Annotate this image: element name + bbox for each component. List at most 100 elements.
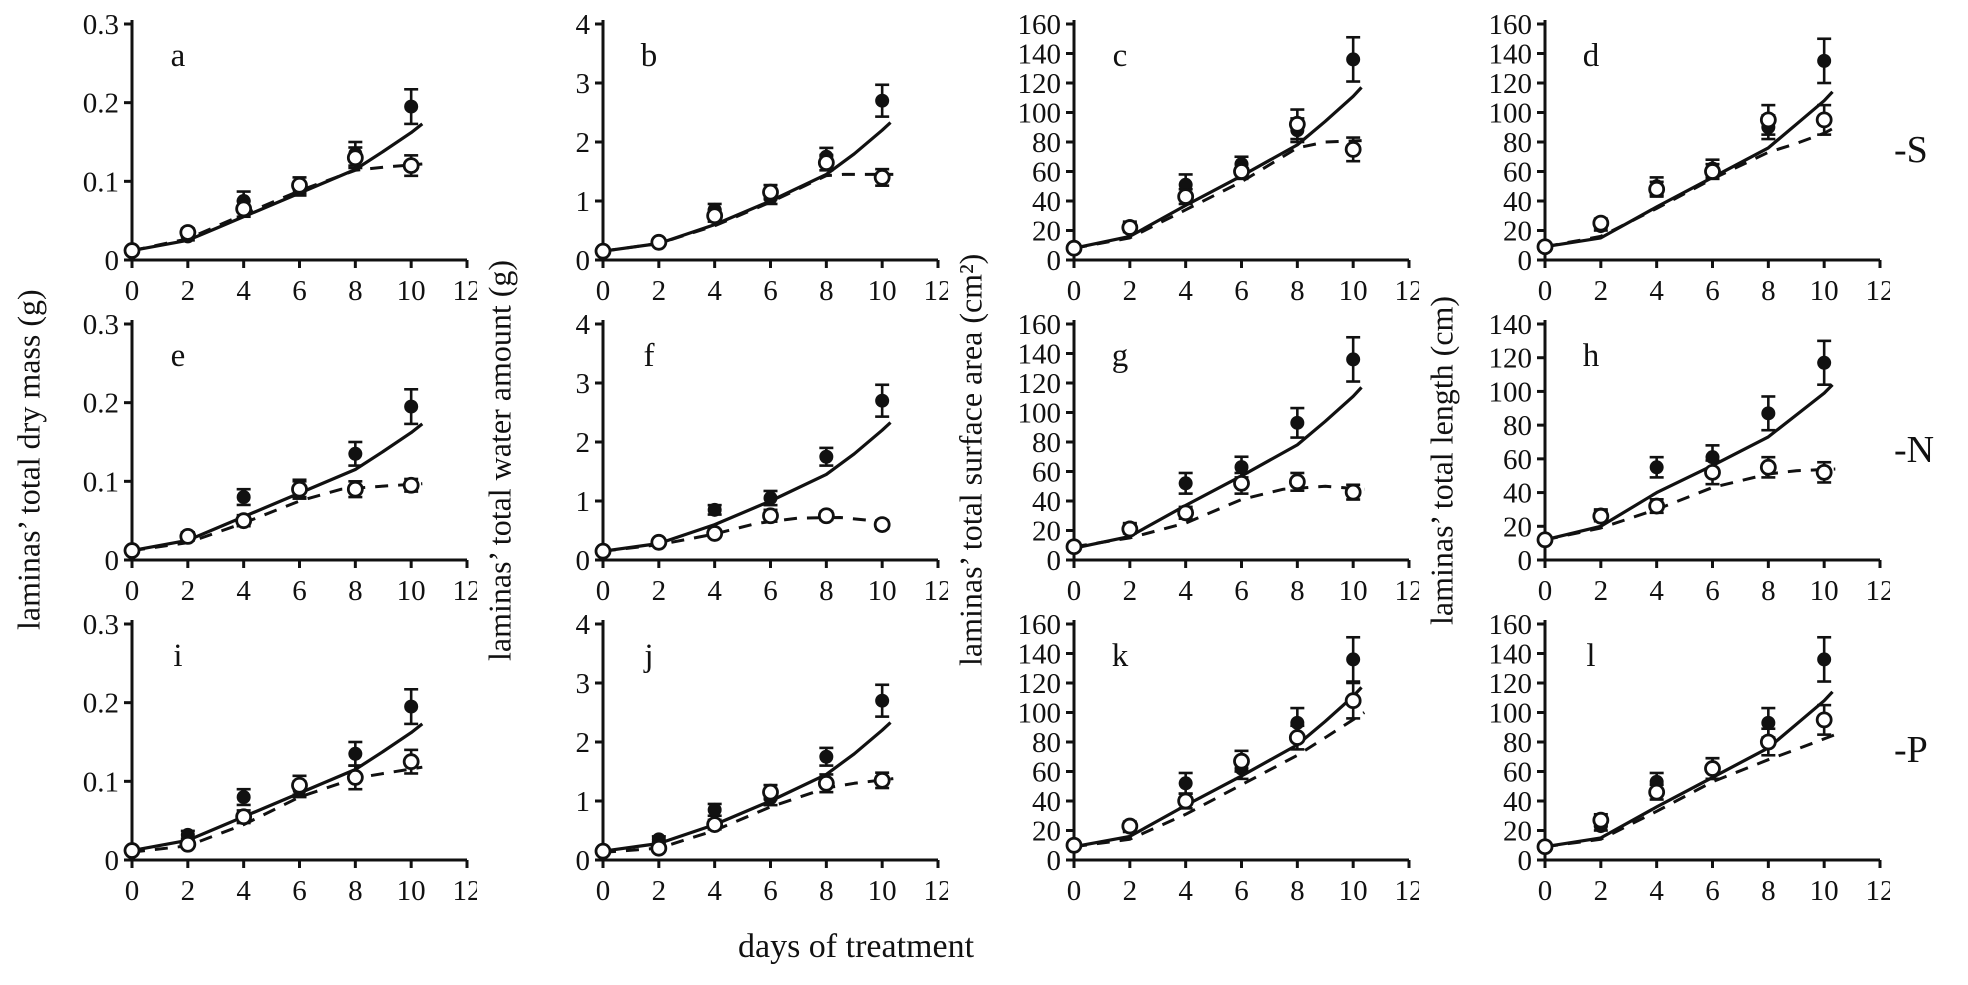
svg-text:60: 60 xyxy=(1032,757,1061,789)
svg-text:12: 12 xyxy=(1395,575,1420,607)
svg-text:0.3: 0.3 xyxy=(83,10,119,41)
svg-text:40: 40 xyxy=(1503,786,1532,818)
svg-text:0: 0 xyxy=(125,875,140,907)
panel-letter: l xyxy=(1586,638,1595,674)
svg-text:10: 10 xyxy=(868,275,897,307)
svg-text:4: 4 xyxy=(707,575,722,607)
svg-text:60: 60 xyxy=(1032,157,1061,189)
svg-text:4: 4 xyxy=(576,610,591,641)
svg-text:60: 60 xyxy=(1503,757,1532,789)
svg-text:6: 6 xyxy=(1705,575,1720,607)
svg-text:12: 12 xyxy=(1866,275,1891,307)
svg-text:40: 40 xyxy=(1032,186,1061,218)
svg-text:140: 140 xyxy=(1489,639,1533,671)
panel-letter: h xyxy=(1583,338,1600,374)
panel-letter: g xyxy=(1112,338,1129,374)
row-labels: -S -N -P xyxy=(1894,10,1964,910)
svg-text:4: 4 xyxy=(1649,275,1664,307)
svg-text:2: 2 xyxy=(652,875,667,907)
svg-text:0: 0 xyxy=(596,875,611,907)
svg-text:1: 1 xyxy=(576,186,591,218)
svg-text:4: 4 xyxy=(236,575,251,607)
svg-text:80: 80 xyxy=(1503,127,1532,159)
svg-text:8: 8 xyxy=(1290,275,1305,307)
svg-text:8: 8 xyxy=(819,275,834,307)
svg-text:0: 0 xyxy=(1518,545,1533,577)
svg-text:0: 0 xyxy=(576,545,591,577)
svg-text:12: 12 xyxy=(453,275,478,307)
svg-text:12: 12 xyxy=(453,575,478,607)
panel-letter: c xyxy=(1113,38,1128,74)
svg-text:0: 0 xyxy=(1047,545,1062,577)
svg-text:4: 4 xyxy=(1649,575,1664,607)
svg-text:0: 0 xyxy=(1538,875,1553,907)
svg-text:0.1: 0.1 xyxy=(83,766,119,798)
svg-text:2: 2 xyxy=(576,127,591,159)
svg-text:80: 80 xyxy=(1032,127,1061,159)
column-dry-mass: laminas’ total dry mass (g) 0 2 4 6 8 10 12 0 0.… xyxy=(6,10,478,910)
panel-letter: i xyxy=(173,638,182,674)
row-label-minus-S: -S xyxy=(1894,129,1928,171)
svg-text:0.2: 0.2 xyxy=(83,88,119,120)
svg-text:12: 12 xyxy=(924,875,949,907)
svg-text:0: 0 xyxy=(125,275,140,307)
svg-text:120: 120 xyxy=(1018,368,1062,400)
svg-text:40: 40 xyxy=(1032,486,1061,518)
column-total-length: laminas’ total length (cm) 0 2 4 6 8 10 12 0 20 4… xyxy=(1419,10,1891,910)
svg-text:2: 2 xyxy=(576,727,591,759)
svg-text:6: 6 xyxy=(763,575,778,607)
svg-text:2: 2 xyxy=(1123,875,1138,907)
svg-text:0: 0 xyxy=(105,245,120,277)
svg-text:60: 60 xyxy=(1503,157,1532,189)
svg-text:0.3: 0.3 xyxy=(83,310,119,341)
panel-a: 0 2 4 6 8 10 12 0 0.1 0.2 0.3 a xyxy=(83,10,478,307)
svg-text:4: 4 xyxy=(707,275,722,307)
row-label-minus-N: -N xyxy=(1894,429,1935,471)
panel-e: 0 2 4 6 8 10 12 0 0.1 0.2 0.3 e xyxy=(83,310,478,607)
svg-text:2: 2 xyxy=(1594,875,1609,907)
svg-text:0: 0 xyxy=(1538,275,1553,307)
svg-text:120: 120 xyxy=(1018,668,1062,700)
svg-text:8: 8 xyxy=(348,575,363,607)
svg-text:2: 2 xyxy=(181,575,196,607)
svg-text:8: 8 xyxy=(1761,575,1776,607)
svg-text:2: 2 xyxy=(181,875,196,907)
svg-text:160: 160 xyxy=(1018,10,1062,41)
svg-text:100: 100 xyxy=(1489,698,1533,730)
svg-text:140: 140 xyxy=(1018,639,1062,671)
svg-text:10: 10 xyxy=(1810,875,1839,907)
svg-text:80: 80 xyxy=(1503,410,1532,442)
x-axis-label: days of treatment xyxy=(737,928,975,965)
svg-text:12: 12 xyxy=(1395,275,1420,307)
panel-letter: d xyxy=(1583,38,1600,74)
svg-text:2: 2 xyxy=(1594,575,1609,607)
svg-text:2: 2 xyxy=(1594,275,1609,307)
svg-text:100: 100 xyxy=(1489,98,1533,130)
svg-text:6: 6 xyxy=(292,275,307,307)
svg-text:8: 8 xyxy=(1761,875,1776,907)
column-water-amount: laminas’ total water amount (g) 0 2 4 6 8 10 1… xyxy=(477,10,949,910)
svg-text:120: 120 xyxy=(1018,68,1062,100)
svg-text:8: 8 xyxy=(819,575,834,607)
svg-text:4: 4 xyxy=(576,10,591,41)
svg-text:6: 6 xyxy=(292,575,307,607)
panel-letter: b xyxy=(641,38,658,74)
svg-text:12: 12 xyxy=(1866,875,1891,907)
svg-text:2: 2 xyxy=(1123,575,1138,607)
svg-text:8: 8 xyxy=(348,875,363,907)
svg-text:6: 6 xyxy=(1234,575,1249,607)
svg-text:40: 40 xyxy=(1503,478,1532,510)
svg-text:100: 100 xyxy=(1018,698,1062,730)
svg-text:0: 0 xyxy=(1518,845,1533,877)
svg-text:20: 20 xyxy=(1503,816,1532,848)
svg-text:0.3: 0.3 xyxy=(83,610,119,641)
svg-text:120: 120 xyxy=(1489,68,1533,100)
panel-stack-col-3: 0 2 4 6 8 10 12 0 20 40 60 80 100 120 140 160 c 0 2 4 6 8 10 12… xyxy=(994,10,1420,910)
svg-text:80: 80 xyxy=(1032,727,1061,759)
